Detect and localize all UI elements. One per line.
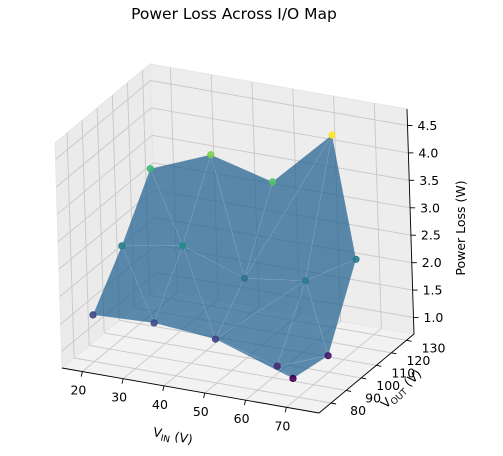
x-tick-mark bbox=[121, 378, 124, 384]
y-tick-mark bbox=[406, 339, 412, 342]
x-tick-label: 30 bbox=[111, 390, 127, 405]
data-point bbox=[328, 131, 336, 139]
data-point bbox=[207, 151, 215, 159]
x-tick-label: 70 bbox=[274, 418, 290, 433]
gridline-x-back bbox=[373, 103, 382, 329]
gridline-z-left bbox=[57, 162, 154, 243]
y-tick-mark bbox=[346, 389, 352, 392]
surface-triangle bbox=[92, 245, 155, 324]
surface-triangle bbox=[215, 338, 294, 379]
x-axis-label: VIN (V) bbox=[151, 424, 194, 450]
z-tick-label: 1.5 bbox=[423, 283, 443, 298]
y-tick-mark bbox=[361, 377, 367, 380]
data-point bbox=[352, 255, 360, 263]
z-tick-label: 3.0 bbox=[420, 200, 440, 215]
gridline-z-back bbox=[151, 107, 409, 154]
y-tick-label: 100 bbox=[376, 378, 400, 393]
gridline-y-floor bbox=[89, 344, 347, 391]
data-point bbox=[146, 165, 154, 173]
data-points bbox=[89, 131, 360, 382]
y-tick-label: 110 bbox=[391, 365, 415, 380]
data-point bbox=[301, 277, 310, 285]
z-tick-label: 4.0 bbox=[418, 145, 438, 160]
data-point bbox=[273, 362, 281, 370]
data-point bbox=[89, 311, 97, 319]
data-point bbox=[179, 242, 187, 250]
x-tick-mark bbox=[284, 407, 287, 413]
gridline-y-floor bbox=[74, 357, 332, 404]
gridline-x-floor bbox=[286, 327, 382, 408]
y-tick-label: 120 bbox=[406, 353, 430, 368]
data-point bbox=[240, 274, 249, 282]
x-tick-mark bbox=[162, 385, 165, 392]
y-tick-mark bbox=[331, 402, 337, 405]
data-point bbox=[211, 335, 220, 343]
x-tick-mark bbox=[80, 371, 83, 377]
x-tick-mark bbox=[243, 399, 247, 406]
surface bbox=[92, 134, 357, 379]
z-axis-label: Power Loss (W) bbox=[453, 180, 468, 275]
data-point bbox=[289, 374, 297, 382]
z-tick-label: 1.0 bbox=[424, 310, 444, 325]
surface-triangle bbox=[121, 168, 184, 247]
gridline-y-left bbox=[81, 120, 90, 346]
surface-triangle bbox=[153, 245, 216, 340]
gridline-y-left bbox=[66, 132, 75, 359]
gridline-z-left bbox=[56, 107, 152, 188]
y-tick-label: 80 bbox=[350, 403, 366, 418]
data-point bbox=[118, 242, 126, 250]
data-point bbox=[150, 319, 158, 327]
z-tick-label: 3.5 bbox=[419, 173, 439, 188]
data-point bbox=[324, 352, 332, 360]
y-axis-line bbox=[318, 333, 415, 414]
gridline-z-left bbox=[55, 80, 151, 160]
z-tick-label: 4.5 bbox=[418, 118, 438, 133]
x-tick-label: 20 bbox=[70, 383, 86, 398]
surface-triangle bbox=[121, 245, 183, 324]
z-tick-label: 2.5 bbox=[421, 228, 441, 243]
x-tick-label: 40 bbox=[152, 397, 168, 412]
gridline-z-back bbox=[150, 80, 408, 126]
y-tick-label: 90 bbox=[365, 390, 381, 405]
x-tick-mark bbox=[203, 392, 206, 399]
gridline-z-back bbox=[152, 134, 410, 181]
y-tick-mark bbox=[376, 364, 382, 367]
z-tick-label: 2.0 bbox=[422, 255, 442, 270]
x-axis-line bbox=[61, 367, 320, 414]
gridline-z-left bbox=[56, 134, 153, 215]
gridline-y-floor bbox=[104, 332, 362, 379]
chart-title: Power Loss Across I/O Map bbox=[131, 5, 337, 23]
y-tick-label: 130 bbox=[422, 340, 446, 355]
x-tick-label: 50 bbox=[193, 404, 209, 419]
z-axis-line bbox=[406, 108, 415, 335]
axes bbox=[61, 108, 419, 414]
surface-triangle bbox=[276, 355, 329, 379]
x-tick-label: 60 bbox=[234, 411, 250, 426]
y-tick-mark bbox=[391, 352, 397, 355]
data-point bbox=[268, 178, 277, 186]
